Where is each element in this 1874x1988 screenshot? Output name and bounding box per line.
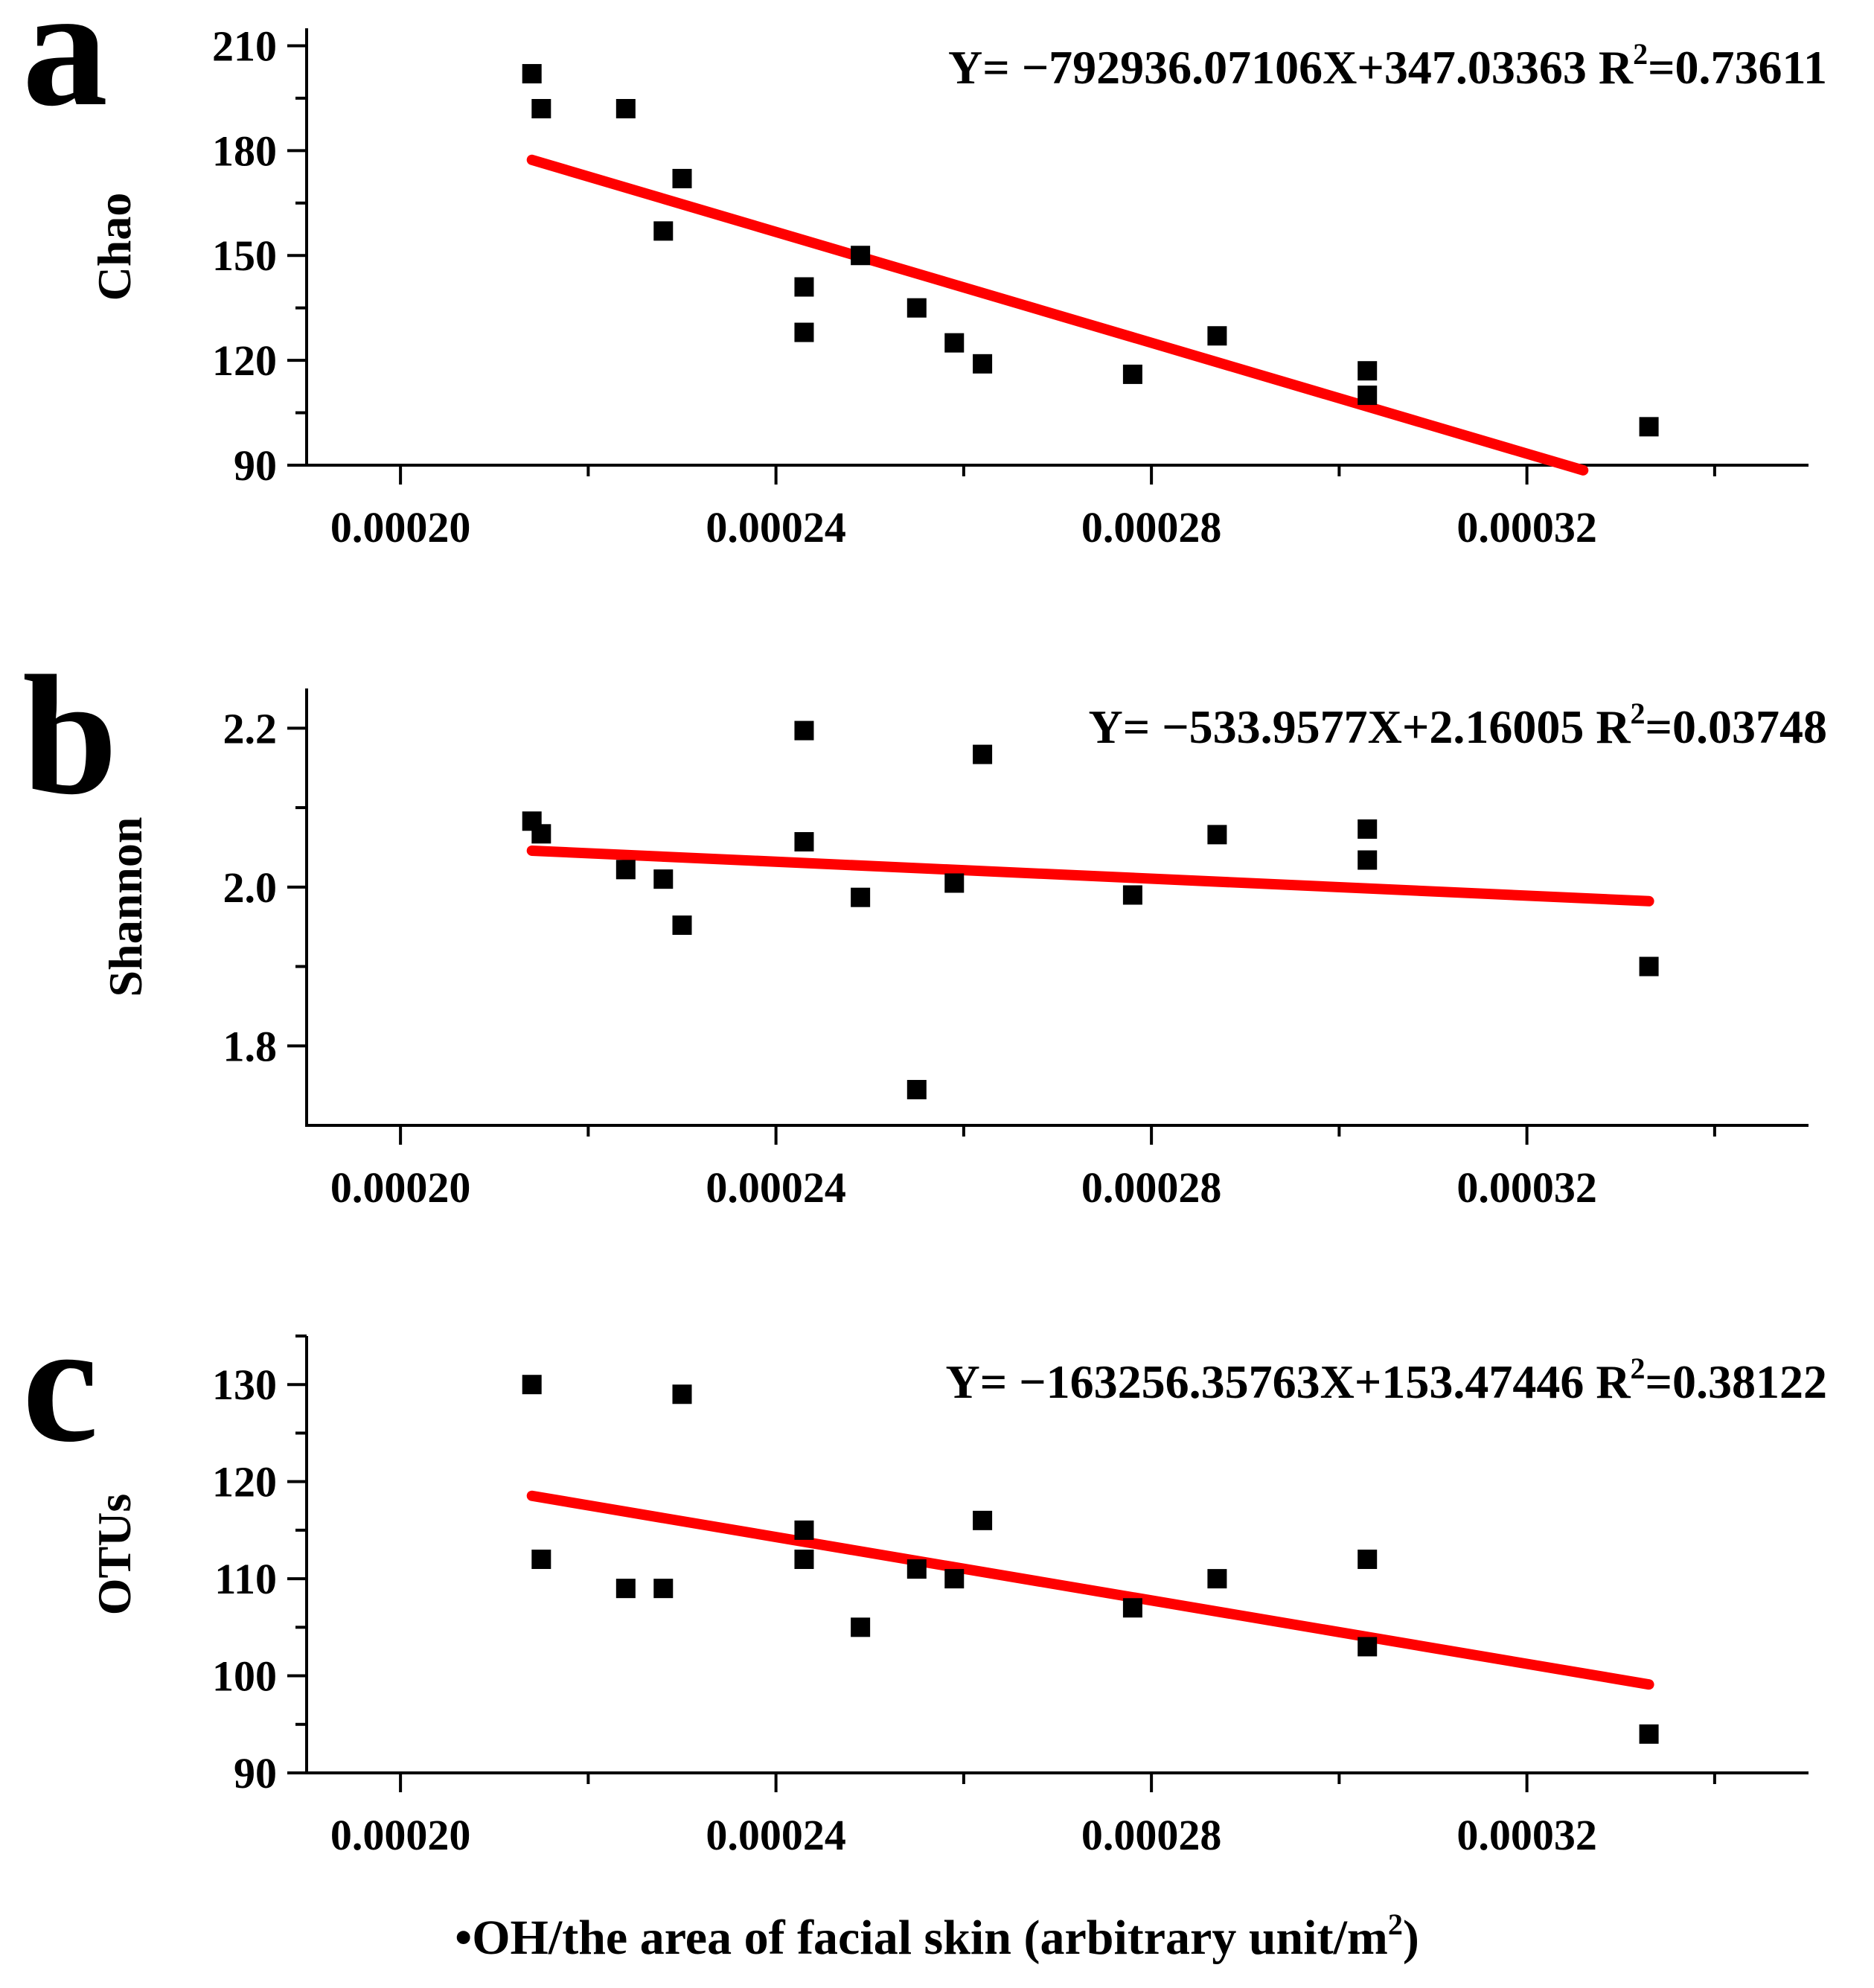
data-point [531, 1550, 551, 1570]
data-point [906, 1559, 927, 1579]
y-tick-label: 180 [212, 127, 277, 175]
data-point [531, 824, 551, 844]
x-tick-label: 0.00028 [1081, 1163, 1222, 1212]
x-tick-label: 0.00024 [706, 1163, 846, 1212]
data-point [794, 322, 814, 342]
data-point [906, 298, 927, 318]
y-tick-label: 90 [234, 1749, 277, 1797]
data-point [794, 1520, 814, 1540]
data-point [615, 860, 636, 880]
y-tick-label: 2.0 [223, 863, 278, 912]
data-point [973, 744, 993, 764]
data-point [1357, 386, 1378, 406]
x-tick-label: 0.00032 [1456, 1811, 1597, 1859]
data-point [1122, 364, 1142, 384]
panel-letter: b [22, 640, 118, 830]
y-tick-label: 130 [212, 1361, 277, 1409]
y-tick-label: 110 [214, 1555, 277, 1603]
data-point [1357, 1550, 1378, 1570]
data-point [653, 221, 674, 241]
x-tick-label: 0.00032 [1456, 503, 1597, 552]
data-point [615, 99, 636, 119]
data-point [851, 246, 871, 266]
data-point [1639, 956, 1659, 977]
data-point [1357, 361, 1378, 381]
data-point [1122, 1598, 1142, 1618]
y-axis-label: Chao [88, 193, 141, 301]
panel-letter: a [22, 0, 108, 141]
data-point [851, 887, 871, 907]
data-point [1207, 326, 1227, 346]
y-axis-label: OTUs [88, 1494, 141, 1616]
data-point [944, 333, 965, 353]
data-point [973, 354, 993, 374]
x-tick-label: 0.00028 [1081, 1811, 1222, 1859]
x-tick-label: 0.00020 [330, 503, 471, 552]
data-point [653, 869, 674, 889]
panel-letter: c [22, 1288, 98, 1477]
y-tick-label: 120 [212, 336, 277, 385]
x-tick-label: 0.00024 [706, 1811, 846, 1859]
data-point [906, 1079, 927, 1099]
data-point [522, 1375, 542, 1395]
x-tick-label: 0.00020 [330, 1811, 471, 1859]
panel-b: 0.00020 0.00024 0.00028 0.00032 1.8 2.0 2.2 Sha… [22, 640, 1827, 1212]
x-tick-label: 0.00028 [1081, 503, 1222, 552]
panel-c: 0.00020 0.00024 0.00028 0.00032 90 100 110 120 1… [22, 1288, 1827, 1859]
data-point [1357, 819, 1378, 839]
y-axis-label: Shannon [99, 817, 152, 997]
data-point [615, 1579, 636, 1599]
data-point [794, 720, 814, 741]
y-tick-label: 150 [212, 231, 277, 280]
data-point [1207, 1569, 1227, 1589]
regression-equation: Y= −533.9577X+2.16005 R2=0.03748 [1088, 697, 1827, 753]
x-axis-label: •OH/the area of facial skin (arbitrary u… [455, 1908, 1419, 1965]
regression-equation: Y= −792936.07106X+347.03363 R2=0.73611 [948, 37, 1827, 94]
x-tick-label: 0.00024 [706, 503, 846, 552]
y-tick-label: 2.2 [223, 704, 278, 752]
data-point [973, 1510, 993, 1530]
data-point [1357, 850, 1378, 870]
data-point [1207, 825, 1227, 845]
data-point [1639, 417, 1659, 437]
x-tick-label: 0.00020 [330, 1163, 471, 1212]
data-point [672, 168, 692, 188]
data-point [1122, 885, 1142, 905]
regression-line [526, 845, 1654, 907]
y-tick-label: 1.8 [223, 1022, 278, 1070]
regression-line [526, 154, 1589, 476]
data-point [794, 831, 814, 851]
y-tick-label: 210 [212, 22, 277, 70]
data-point [1639, 1724, 1659, 1744]
data-point [672, 915, 692, 936]
data-point [672, 1384, 692, 1404]
panel-a: 0.00020 0.00024 0.00028 0.00032 90 120 150 180 2… [22, 0, 1827, 552]
x-axis-label-superscript: 2 [1388, 1908, 1403, 1941]
y-tick-label: 90 [234, 441, 277, 490]
y-tick-label: 100 [212, 1652, 277, 1701]
data-point [944, 1569, 965, 1589]
data-point [522, 64, 542, 84]
x-tick-label: 0.00032 [1456, 1163, 1597, 1212]
data-point [794, 277, 814, 297]
data-point [653, 1579, 674, 1599]
y-tick-label: 120 [212, 1458, 277, 1506]
regression-line [526, 1490, 1654, 1690]
data-point [794, 1550, 814, 1570]
data-point [944, 873, 965, 893]
regression-equation: Y= −163256.35763X+153.47446 R2=0.38122 [945, 1352, 1827, 1408]
data-point [851, 1617, 871, 1637]
data-point [1357, 1637, 1378, 1657]
data-point [531, 99, 551, 119]
